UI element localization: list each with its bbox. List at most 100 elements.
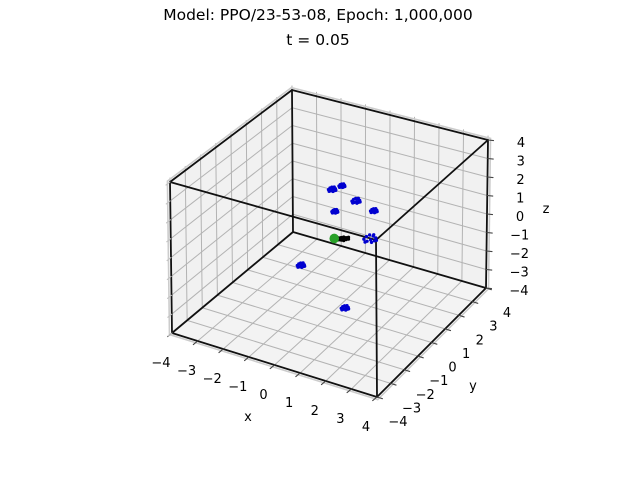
z-tick-label: 0 <box>516 210 524 225</box>
scatter-point <box>329 233 340 244</box>
z-tick-label: −4 <box>509 284 528 299</box>
y-tick-label: 4 <box>503 306 511 321</box>
cluster-dot <box>355 201 359 205</box>
box-edge <box>292 231 487 289</box>
z-tick <box>485 268 493 271</box>
grid-line <box>166 142 293 243</box>
cluster-dot <box>346 237 351 241</box>
cluster-dot <box>356 196 360 200</box>
x-tick-label: −2 <box>203 372 222 387</box>
scatter-point-cluster <box>368 207 379 215</box>
scatter-point-cluster <box>339 303 351 312</box>
cluster-dot <box>340 308 344 312</box>
mirror-z-tick <box>167 294 172 299</box>
cluster-dot <box>332 185 336 189</box>
x-tick-label: 1 <box>285 396 293 411</box>
mirror-z-tick <box>167 313 173 318</box>
x-tick <box>269 364 276 370</box>
series-blue-point-clusters <box>295 182 379 312</box>
grid-line <box>186 319 392 384</box>
z-tick <box>486 231 493 234</box>
y-tick <box>390 382 397 386</box>
z-tick-label: 4 <box>517 136 525 151</box>
mirror-z-tick <box>165 200 171 205</box>
grid-line <box>166 178 294 281</box>
scatter-point-cluster <box>350 196 362 205</box>
mirror-z-tick <box>166 219 171 224</box>
cluster-dot <box>344 308 348 312</box>
cluster-dot <box>358 200 362 204</box>
cluster-dot <box>346 307 351 311</box>
x-tick <box>346 388 352 394</box>
grid-line <box>245 120 249 271</box>
grid-line <box>461 129 465 282</box>
cluster-dot <box>296 265 300 269</box>
cluster-dot <box>374 236 378 240</box>
y-tick-label: −4 <box>388 415 407 430</box>
z-tick-label: 2 <box>516 173 524 188</box>
cluster-dot <box>331 189 335 194</box>
grid-line <box>389 110 391 261</box>
cluster-dot <box>327 189 331 193</box>
cluster-dot <box>372 233 376 237</box>
plot-title: Model: PPO/23-53-08, Epoch: 1,000,000 <box>163 6 473 24</box>
grid-line <box>291 142 488 196</box>
cluster-dot <box>375 209 379 214</box>
z-tick <box>487 139 495 142</box>
grid-line <box>247 269 446 330</box>
mirror-z-tick <box>167 332 173 337</box>
grid-line <box>292 160 488 215</box>
cluster-dot <box>369 210 373 215</box>
cluster-dot <box>303 264 307 268</box>
z-tick <box>486 213 494 216</box>
grid-lines <box>165 85 489 398</box>
grid-line <box>167 213 294 318</box>
grid-line <box>292 196 487 252</box>
z-tick <box>487 157 494 160</box>
z-tick-label: 3 <box>517 155 525 170</box>
cluster-dot <box>372 211 377 215</box>
cluster-dot <box>367 233 372 237</box>
cluster-dot <box>337 185 342 190</box>
cluster-dot <box>336 210 340 214</box>
scatter-point-cluster <box>330 207 340 215</box>
cluster-dot <box>369 240 374 245</box>
grid-line <box>277 244 473 303</box>
cluster-dot <box>369 238 373 242</box>
z-tick-label: −1 <box>510 229 529 244</box>
y-tick-label: −3 <box>402 401 421 416</box>
y-tick <box>444 328 452 332</box>
axes-panes <box>170 90 488 397</box>
cluster-dot <box>364 234 369 239</box>
plot-subtitle: t = 0.05 <box>286 31 350 49</box>
y-tick <box>471 301 479 304</box>
x-tick-label: 0 <box>259 388 267 403</box>
scatter-point-cluster <box>326 185 338 194</box>
grid-line <box>230 131 233 283</box>
cluster-dot <box>374 238 379 243</box>
grid-line <box>262 256 460 316</box>
y-tick <box>430 341 438 345</box>
y-tick-label: 0 <box>448 361 456 376</box>
grid-line <box>413 116 416 268</box>
scatter-point-cluster <box>362 233 379 245</box>
x-tick <box>244 356 250 362</box>
box-edge <box>169 181 377 241</box>
mirror-z-tick <box>166 238 172 243</box>
mirror-z-tick <box>165 181 171 186</box>
x-axis-label: x <box>244 410 252 425</box>
z-tick <box>486 194 494 197</box>
cluster-dot <box>330 211 335 215</box>
x-tick <box>218 348 224 354</box>
scatter-points <box>295 182 379 312</box>
box-edge <box>171 231 294 334</box>
x-tick <box>372 396 378 402</box>
grid-line <box>199 154 203 309</box>
mirror-z-tick <box>166 257 172 262</box>
box-edge <box>291 89 294 233</box>
grid-line <box>232 282 432 343</box>
z-tick-label: −3 <box>510 266 529 281</box>
cluster-dot <box>343 184 347 189</box>
y-tick <box>458 314 465 318</box>
